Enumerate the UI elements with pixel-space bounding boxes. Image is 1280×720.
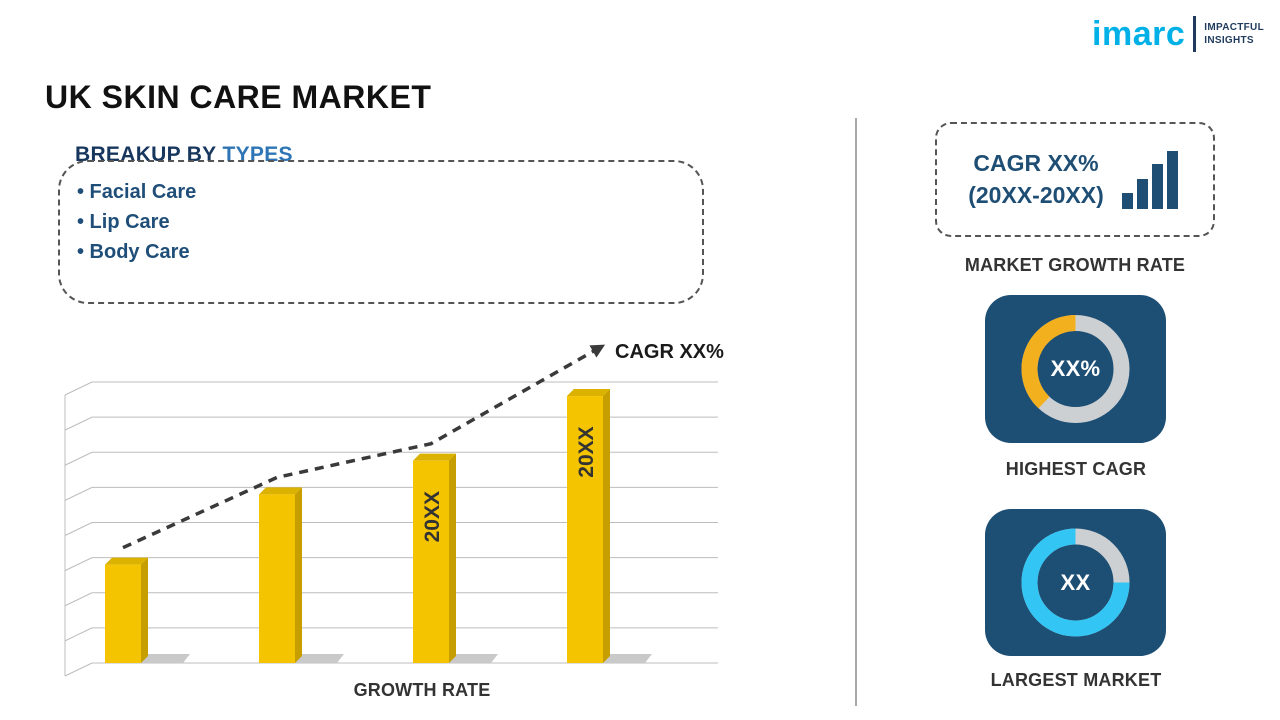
logo-tagline-line2: INSIGHTS <box>1204 35 1254 46</box>
vertical-divider <box>855 118 857 706</box>
market-growth-text: CAGR XX% (20XX-20XX) <box>968 148 1104 210</box>
largest-market-donut <box>1021 528 1130 637</box>
bar-top-face <box>567 389 610 397</box>
type-list: • Facial Care • Lip Care • Body Care <box>60 177 702 267</box>
bar <box>105 564 141 663</box>
gridline-perspective <box>64 522 93 536</box>
gridline-perspective <box>64 381 93 396</box>
market-growth-box: CAGR XX% (20XX-20XX) <box>935 122 1215 237</box>
type-list-item: • Body Care <box>77 241 190 263</box>
highest-cagr-donut <box>1021 315 1130 423</box>
bar-shadow <box>603 654 652 663</box>
gridline-perspective <box>64 592 93 607</box>
largest-market-caption: LARGEST MARKET <box>990 670 1162 690</box>
highest-cagr-value: XX% <box>1050 356 1101 381</box>
largest-market-value: XX <box>1060 569 1091 595</box>
bar-side-face <box>295 487 302 663</box>
bar-top-face <box>259 487 302 495</box>
logo-divider <box>1193 16 1197 52</box>
page-title: UK SKIN CARE MARKET <box>45 79 432 116</box>
bar-label: 20XX <box>575 426 598 477</box>
market-growth-period: (20XX-20XX) <box>968 181 1104 208</box>
type-list-item: • Facial Care <box>77 181 197 203</box>
highest-cagr-card: XX% <box>985 295 1166 443</box>
donut-arc <box>1021 315 1076 409</box>
bar <box>413 460 449 663</box>
gridline-perspective <box>64 662 93 677</box>
trend-line <box>122 344 606 550</box>
types-box: • Facial Care • Lip Care • Body Care <box>58 160 704 304</box>
type-list-item: • Lip Care <box>77 211 170 233</box>
gridline-perspective <box>64 627 93 642</box>
bar-top-face <box>105 557 148 565</box>
market-growth-caption: MARKET GROWTH RATE <box>964 255 1186 275</box>
logo-tagline-line1: IMPACTFUL <box>1204 22 1264 33</box>
gridline-perspective <box>64 486 93 501</box>
bar-side-face <box>141 557 148 663</box>
growth-chart: 20XX 20XX <box>50 338 740 678</box>
donut-arc <box>1021 528 1130 637</box>
growth-chart-svg: 20XX 20XX <box>64 344 718 677</box>
gridline-perspective <box>64 557 93 572</box>
bar <box>259 494 295 663</box>
gridline-perspective <box>64 416 93 431</box>
chart-cagr-label: CAGR XX% <box>615 341 724 363</box>
logo-tagline: IMPACTFUL INSIGHTS <box>1204 21 1264 47</box>
imarc-logo-text: imarc <box>1092 15 1186 53</box>
bar <box>567 396 603 663</box>
largest-market-card: XX <box>985 509 1166 656</box>
gridline-perspective <box>64 451 93 466</box>
bar-label: 20XX <box>421 491 444 542</box>
bar-shadow <box>295 654 344 663</box>
bar-top-face <box>413 453 456 461</box>
market-growth-cagr: CAGR XX% <box>973 150 1099 177</box>
bar-shadow <box>141 654 190 663</box>
bar-side-face <box>603 389 610 663</box>
imarc-logo: imarc IMPACTFUL INSIGHTS <box>1092 16 1264 52</box>
highest-cagr-caption: HIGHEST CAGR <box>1005 459 1147 479</box>
bar-chart-icon <box>1121 150 1178 209</box>
bar-side-face <box>449 453 456 663</box>
bar-shadow <box>449 654 498 663</box>
chart-x-axis-label: GROWTH RATE <box>353 680 491 700</box>
